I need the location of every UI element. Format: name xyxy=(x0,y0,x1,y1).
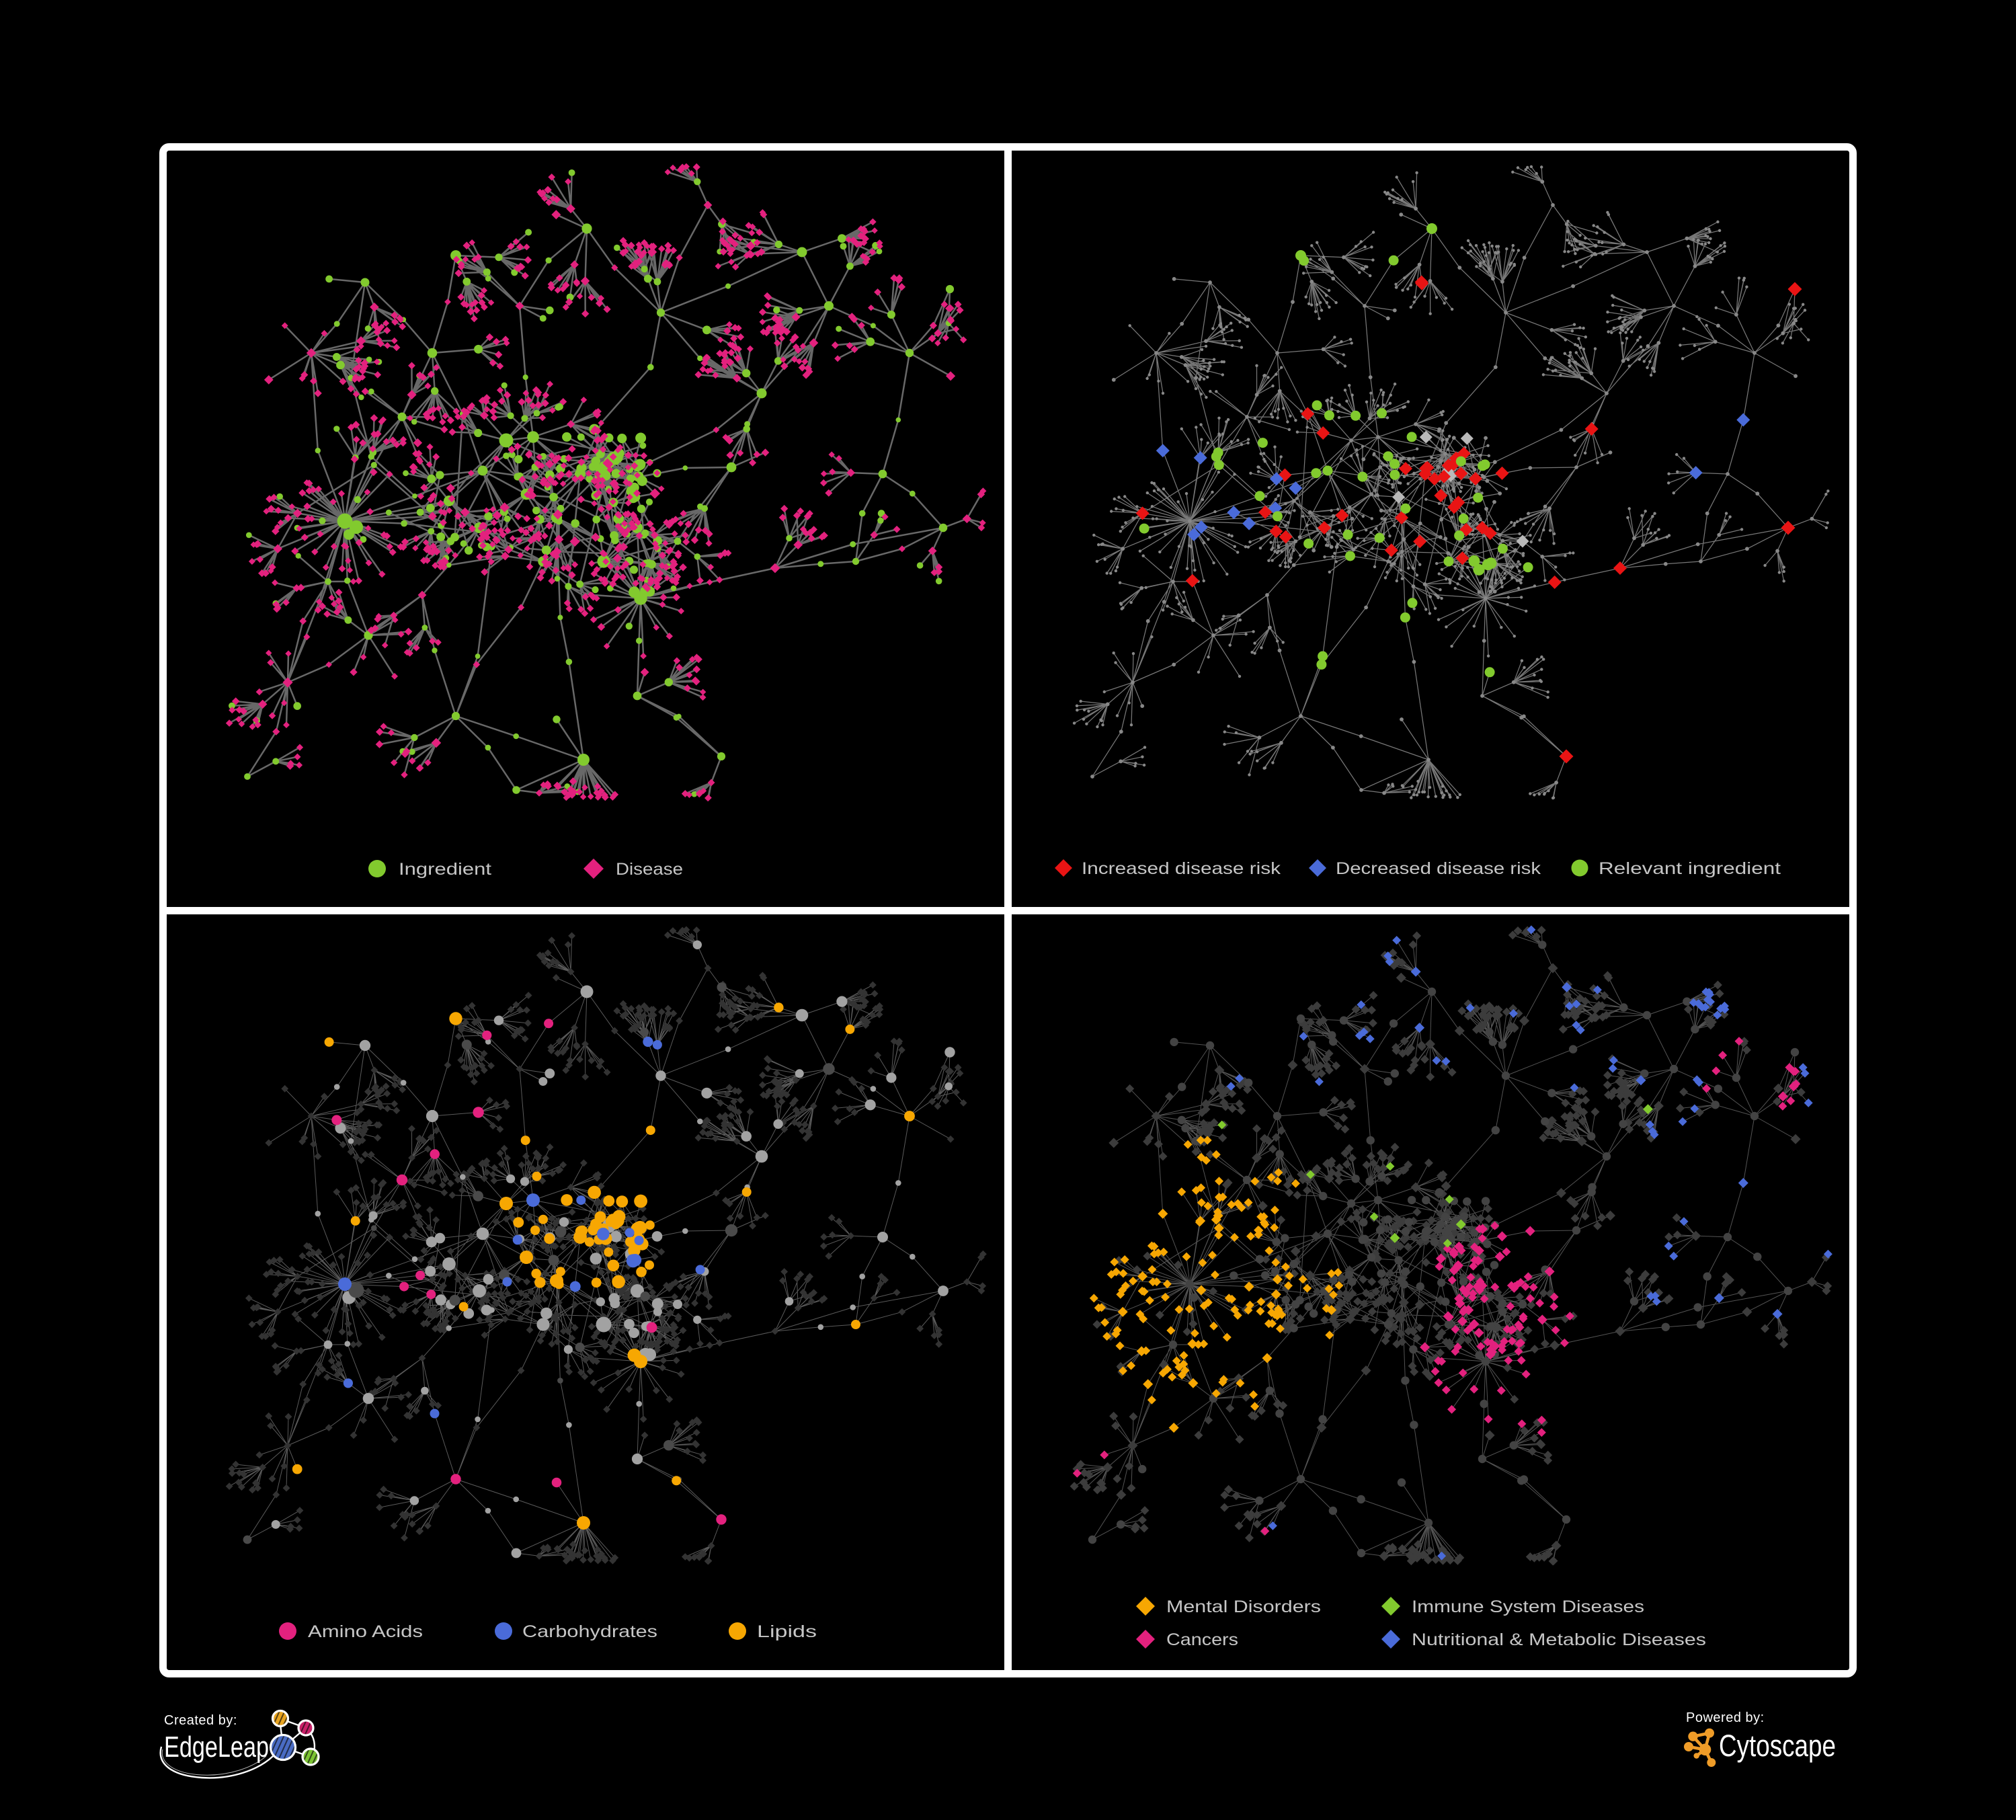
svg-text:Mental Disorders: Mental Disorders xyxy=(1166,1597,1321,1616)
svg-text:Disease: Disease xyxy=(616,860,683,879)
svg-text:Powered by:: Powered by: xyxy=(1686,1710,1765,1725)
svg-text:Lipids: Lipids xyxy=(757,1622,817,1641)
svg-text:Carbohydrates: Carbohydrates xyxy=(522,1622,657,1641)
svg-text:Immune System Diseases: Immune System Diseases xyxy=(1412,1597,1644,1616)
svg-text:Cytoscape: Cytoscape xyxy=(1719,1729,1836,1763)
svg-text:Created by:: Created by: xyxy=(164,1713,237,1728)
svg-text:Nutritional & Metabolic Diseas: Nutritional & Metabolic Diseases xyxy=(1412,1630,1706,1649)
svg-text:EdgeLeap: EdgeLeap xyxy=(164,1731,269,1764)
svg-text:Amino Acids: Amino Acids xyxy=(308,1622,423,1641)
svg-text:Cancers: Cancers xyxy=(1166,1630,1238,1649)
svg-text:Relevant ingredient: Relevant ingredient xyxy=(1599,859,1781,878)
svg-text:Ingredient: Ingredient xyxy=(399,860,491,879)
svg-text:Decreased disease risk: Decreased disease risk xyxy=(1336,859,1541,878)
svg-text:Increased disease risk: Increased disease risk xyxy=(1082,859,1281,878)
